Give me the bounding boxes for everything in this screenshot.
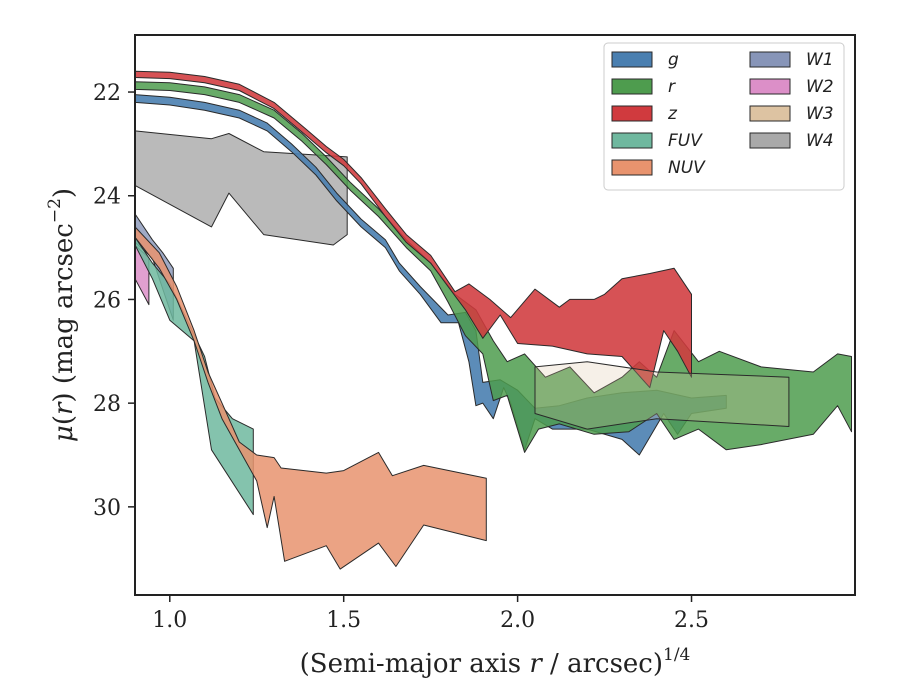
y-axis-label-unit: ) (mag arcsec (49, 223, 79, 402)
x-tick-label: 1.5 (326, 608, 361, 633)
legend-swatch-nuv (611, 159, 653, 176)
x-axis-label-unit: / arcsec) (542, 649, 663, 679)
y-axis: 22 24 26 28 30 (93, 81, 135, 521)
legend-swatch-w1 (749, 51, 791, 68)
y-tick-label: 22 (93, 81, 121, 106)
band-z (134, 70, 692, 389)
x-axis-label-exponent: 1/4 (663, 645, 690, 665)
x-tick-label: 2.0 (500, 608, 535, 633)
band-fuv (134, 236, 254, 516)
legend-swatch-z (611, 105, 653, 122)
legend-label-w1: W1 (806, 50, 834, 70)
x-tick-label: 2.5 (674, 608, 709, 633)
legend-label-r: r (668, 77, 676, 97)
legend-label-w4: W4 (806, 131, 834, 151)
legend-swatch-w4 (749, 132, 791, 149)
y-tick-label: 24 (93, 185, 121, 210)
legend-swatch-w2 (749, 78, 791, 95)
y-axis-label-paren-open: ( (49, 415, 79, 425)
y-tick-label: 26 (93, 288, 121, 313)
y-tick-label: 28 (93, 392, 121, 417)
x-axis-label: (Semi-major axis r / arcsec)1/4 (300, 645, 691, 679)
legend: grz FUV NUV W1 W2 W3 W4 (603, 42, 845, 191)
x-axis: 1.0 1.5 2.0 2.5 (152, 595, 709, 633)
band-nuv (134, 226, 487, 570)
legend-label-z: z (667, 104, 678, 124)
series-layer (134, 70, 852, 570)
band-w4 (134, 130, 348, 246)
band-w3 (534, 361, 790, 430)
y-axis-label-exponent: −2 (45, 198, 65, 223)
legend-label-w2: W2 (806, 77, 834, 97)
y-axis-label: μ(r) (mag arcsec−2) (45, 188, 79, 442)
legend-label-w3: W3 (806, 104, 834, 124)
x-tick-label: 1.0 (152, 608, 187, 633)
y-axis-label-close: ) (49, 188, 79, 198)
plot-frame (134, 34, 856, 596)
y-axis-label-r: r (49, 401, 79, 415)
legend-swatch-g (611, 51, 653, 68)
legend-swatch-w3 (749, 105, 791, 122)
y-axis-label-mu: μ (49, 425, 79, 442)
legend-swatch-fuv (611, 132, 653, 149)
x-axis-label-main: (Semi-major axis (300, 649, 530, 679)
legend-label-nuv: NUV (668, 158, 706, 178)
legend-label-g: g (668, 50, 679, 70)
legend-swatch-r (611, 78, 653, 95)
x-axis-label-r: r (529, 649, 543, 679)
y-tick-label: 30 (93, 496, 121, 521)
legend-label-fuv: FUV (668, 131, 703, 151)
